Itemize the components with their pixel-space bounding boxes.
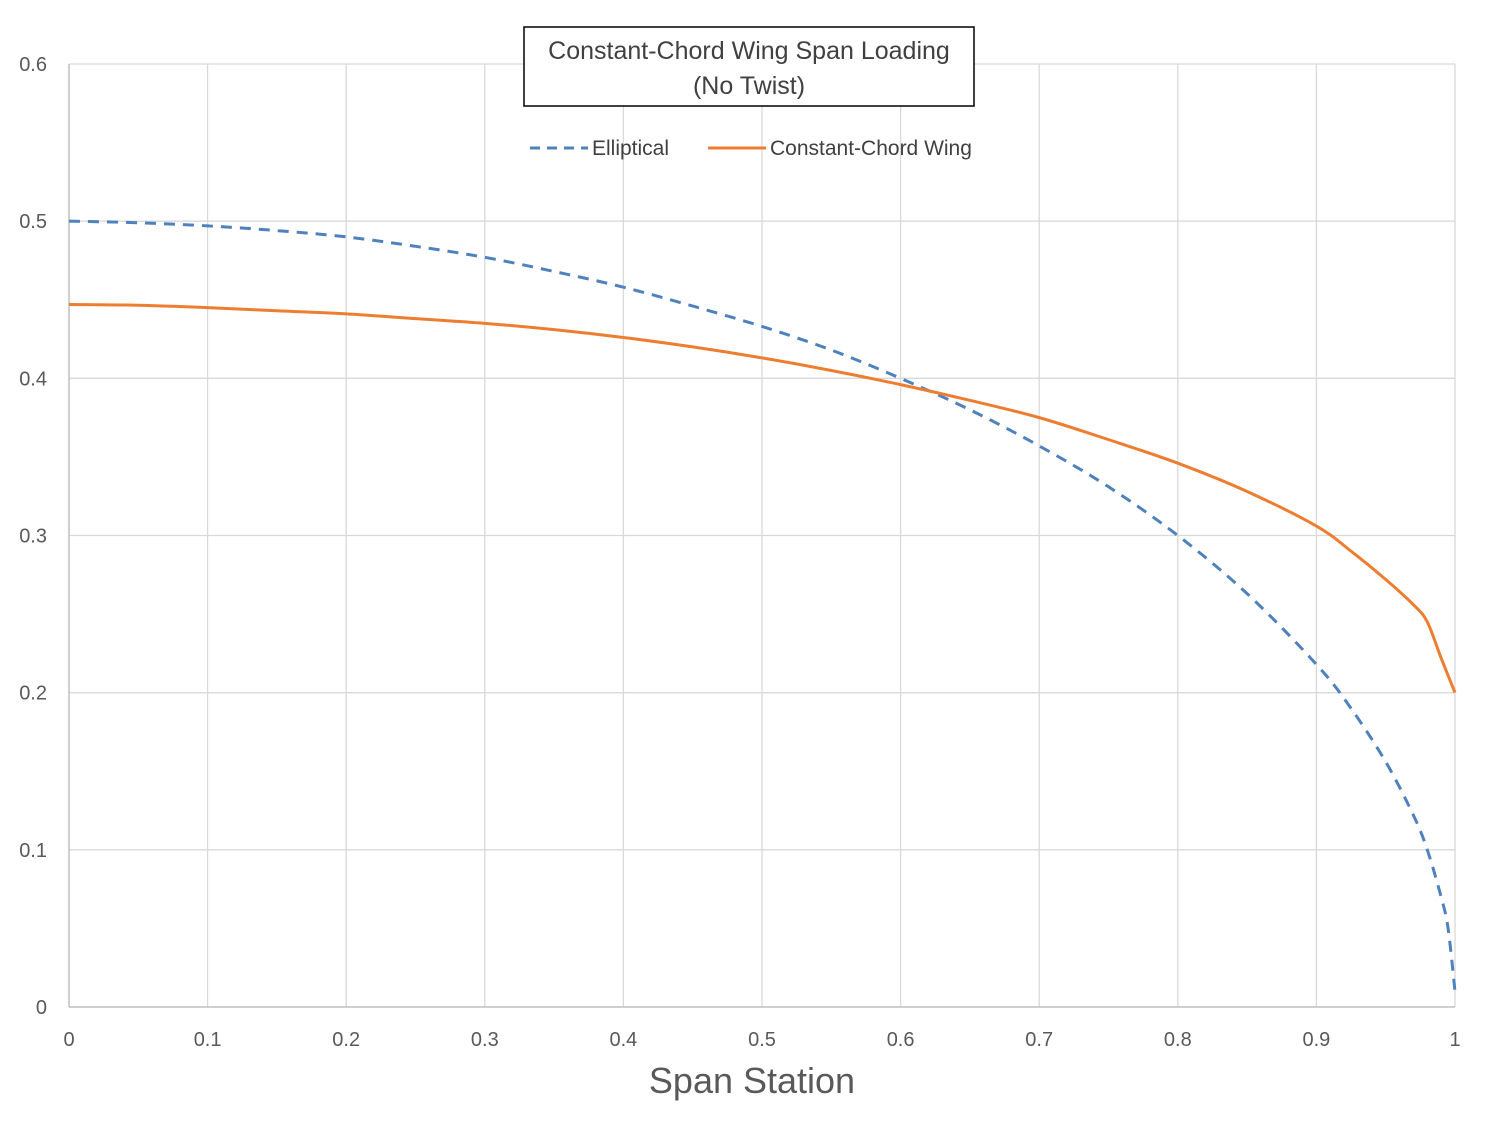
gridlines	[69, 63, 1456, 1007]
x-axis-title: Span Station	[649, 1060, 855, 1101]
x-tick-label: 0.4	[609, 1029, 637, 1051]
legend-label-elliptical: Elliptical	[592, 137, 669, 160]
x-tick-label: 0.1	[194, 1029, 222, 1051]
x-tick-label: 0.5	[748, 1029, 776, 1051]
y-tick-label: 0.6	[19, 54, 47, 76]
y-tick-label: 0	[36, 997, 47, 1019]
x-tick-label: 0.7	[1025, 1029, 1053, 1051]
axes	[68, 64, 1455, 1008]
tick-labels: 0 0.1 0.2 0.3 0.4 0.5 0.6 0.7 0.8 0.9 1 0 0.1 0.2 0.3 0…	[19, 54, 1460, 1051]
x-tick-label: 1	[1449, 1029, 1460, 1051]
chart-subtitle: (No Twist)	[693, 72, 805, 100]
x-tick-label: 0.9	[1302, 1029, 1330, 1051]
y-tick-label: 0.2	[19, 683, 47, 705]
chart-title: Constant-Chord Wing Span Loading	[548, 37, 950, 65]
chart-title-box: Constant-Chord Wing Span Loading (No Twi…	[523, 26, 975, 107]
series-lines	[68, 219, 1457, 992]
x-tick-label: 0	[63, 1029, 74, 1051]
y-tick-label: 0.5	[19, 211, 47, 233]
y-tick-label: 0.1	[19, 840, 47, 862]
y-tick-label: 0.3	[19, 526, 47, 548]
chart-title-border	[523, 26, 975, 107]
legend: Elliptical Constant-Chord Wing	[530, 137, 972, 160]
legend-label-constant-chord: Constant-Chord Wing	[770, 137, 972, 160]
x-tick-label: 0.2	[332, 1029, 360, 1051]
x-tick-label: 0.3	[471, 1029, 499, 1051]
x-tick-label: 0.8	[1164, 1029, 1192, 1051]
y-tick-label: 0.4	[19, 368, 47, 390]
series-line-constant-chord	[68, 302, 1457, 694]
series-line-elliptical	[68, 219, 1457, 992]
x-tick-label: 0.6	[887, 1029, 915, 1051]
